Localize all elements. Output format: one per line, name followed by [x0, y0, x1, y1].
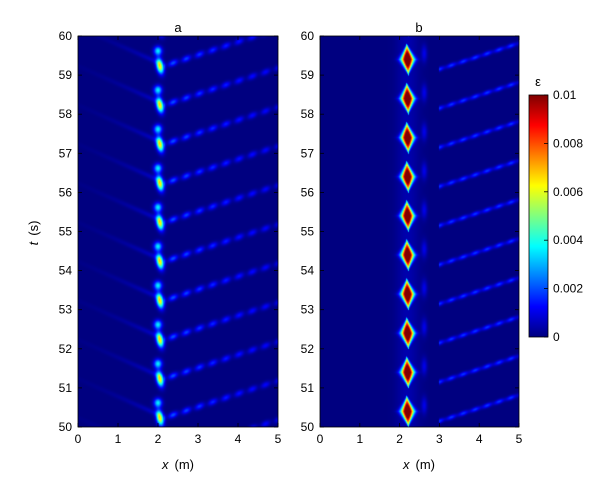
- colorbar-tick-label: 0.002: [553, 282, 583, 296]
- y-tick-label: 51: [59, 381, 73, 395]
- y-tick-label: 56: [301, 185, 315, 199]
- colorbar-ticks: 0 0.002 0.004 0.006 0.008 0.01: [544, 88, 583, 344]
- colorbar-tick-label: 0.004: [553, 233, 583, 247]
- y-tick-label: 57: [301, 146, 315, 160]
- panel-b-heatmap: [320, 36, 519, 427]
- y-tick-label: 54: [301, 264, 315, 278]
- y-tick-label: 50: [301, 420, 315, 434]
- x-tick-label: 2: [396, 432, 403, 446]
- panel-a-xlabel: x (m): [161, 457, 194, 472]
- panel-a: a 0 1 2 3 4 5 50 51 52 53 54 55 56 57 58 59 60 x (m) t(s): [26, 20, 282, 472]
- y-tick-label: 59: [301, 68, 315, 82]
- colorbar-frame: [528, 94, 549, 338]
- colorbar-tick-label: 0: [553, 330, 560, 344]
- colorbar-label: ε: [535, 74, 541, 89]
- y-tick-label: 59: [59, 68, 73, 82]
- x-tick-label: 1: [115, 432, 122, 446]
- y-tick-label: 57: [59, 146, 73, 160]
- y-tick-label: 55: [59, 225, 73, 239]
- colorbar-gradient: [529, 95, 548, 337]
- y-tick-label: 58: [301, 107, 315, 121]
- x-tick-label: 3: [436, 432, 443, 446]
- y-tick-label: 52: [301, 342, 315, 356]
- y-tick-label: 55: [301, 225, 315, 239]
- panel-a-title: a: [174, 20, 182, 35]
- y-tick-label: 51: [301, 381, 315, 395]
- x-tick-label: 2: [155, 432, 162, 446]
- colorbar-tick-label: 0.006: [553, 185, 583, 199]
- y-tick-label: 60: [59, 29, 73, 43]
- colorbar: ε 0 0.002 0.004 0.006 0.008 0.01: [528, 74, 583, 344]
- y-tick-label: 56: [59, 185, 73, 199]
- x-tick-label: 5: [275, 432, 282, 446]
- panel-b-title: b: [415, 20, 422, 35]
- colorbar-tick-label: 0.008: [553, 136, 583, 150]
- panel-a-ticks: 0 1 2 3 4 5 50 51 52 53 54 55 56 57 58 59 60: [59, 29, 282, 446]
- y-tick-label: 52: [59, 342, 73, 356]
- x-tick-label: 4: [235, 432, 242, 446]
- x-tick-label: 3: [195, 432, 202, 446]
- x-tick-label: 5: [516, 432, 523, 446]
- x-tick-label: 1: [356, 432, 363, 446]
- x-tick-label: 0: [317, 432, 324, 446]
- panel-b: b 0 1 2 3 4 5 50 51 52 53 54 55 56 57 58 59 60 x (m): [301, 20, 523, 472]
- y-tick-label: 58: [59, 107, 73, 121]
- x-tick-label: 0: [75, 432, 82, 446]
- x-tick-label: 4: [476, 432, 483, 446]
- y-tick-label: 53: [301, 303, 315, 317]
- panel-b-xlabel: x (m): [402, 457, 435, 472]
- y-tick-label: 53: [59, 303, 73, 317]
- panel-a-ylabel: t(s): [26, 221, 41, 246]
- panel-a-heatmap: [78, 36, 278, 427]
- colorbar-tick-label: 0.01: [553, 88, 577, 102]
- y-tick-label: 50: [59, 420, 73, 434]
- y-tick-label: 60: [301, 29, 315, 43]
- panel-b-ticks: 0 1 2 3 4 5 50 51 52 53 54 55 56 57 58 59 60: [301, 29, 523, 446]
- y-tick-label: 54: [59, 264, 73, 278]
